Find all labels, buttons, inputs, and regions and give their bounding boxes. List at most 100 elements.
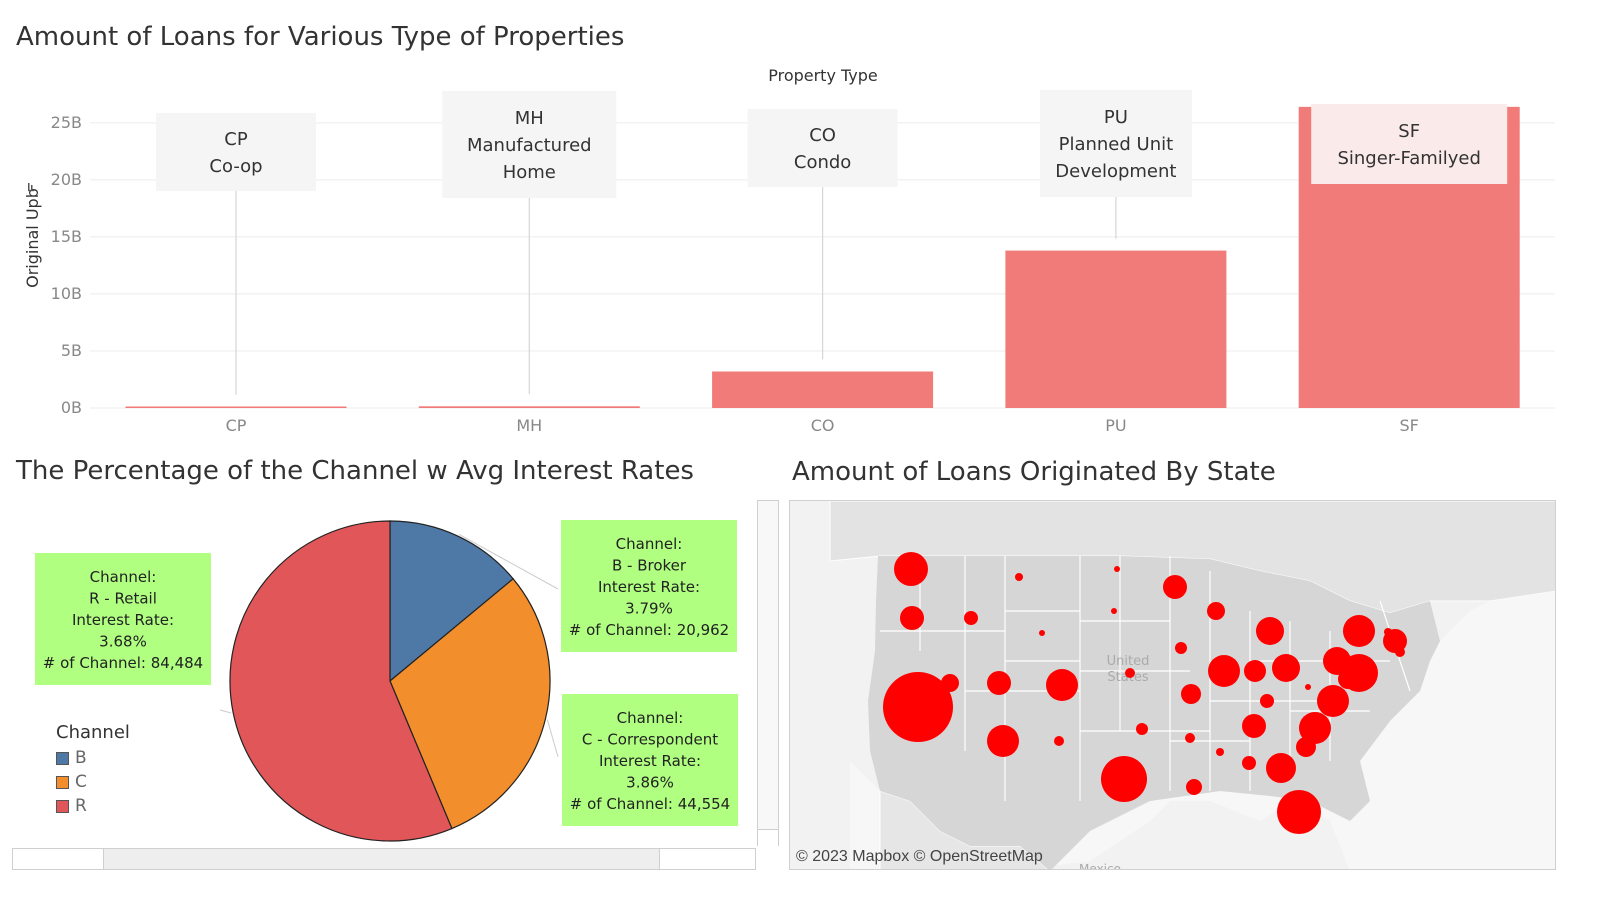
legend-swatch-c [56,775,69,789]
state-bubble[interactable] [1101,756,1147,802]
annotation-box [1039,90,1192,197]
state-bubble[interactable] [1046,669,1078,701]
legend-label-c: C [75,772,87,792]
state-bubble[interactable] [987,671,1011,695]
country-label-line1: United [1107,654,1150,669]
x-tick-label: CO [811,416,835,435]
y-tick-label: 25B [51,113,82,132]
state-bubble[interactable] [894,552,928,586]
bar-annotation-cp: CP Co-op [156,113,316,395]
state-bubble[interactable] [1343,615,1375,647]
legend-item-b[interactable]: B [56,746,130,770]
state-bubble[interactable] [1296,737,1316,757]
callout-box [561,520,737,652]
state-bubble[interactable] [1181,684,1201,704]
bar-co[interactable] [712,371,934,408]
state-bubble[interactable] [1277,790,1321,834]
state-bubble[interactable] [1039,630,1045,636]
state-bubble[interactable] [900,606,924,630]
state-bubble[interactable] [1260,694,1274,708]
state-bubble[interactable] [1395,647,1405,657]
state-bubble[interactable] [1216,748,1224,756]
annotation-box [442,91,617,198]
callout-text: Channel: [616,535,683,553]
state-bubble[interactable] [1272,654,1300,682]
state-bubble[interactable] [1175,642,1187,654]
state-bubble[interactable] [1242,756,1256,770]
legend-item-c[interactable]: C [56,770,130,794]
callout-text: 3.68% [99,633,147,651]
annotation-text: Planned Unit [1059,134,1174,155]
state-bubble[interactable] [1125,668,1135,678]
state-bubble[interactable] [1317,685,1349,717]
state-bubble-map[interactable]: United States Mexico [789,500,1556,870]
annotation-text: Singer-Familyed [1337,148,1481,169]
state-bubble[interactable] [1163,575,1187,599]
state-bubble[interactable] [1244,660,1266,682]
callout-text: C - Correspondent [582,731,718,749]
legend-swatch-r [56,799,69,813]
bar-annotation-mh: MH Manufactured Home [442,91,617,395]
legend-item-r[interactable]: R [56,794,130,818]
state-bubble[interactable] [1208,655,1240,687]
state-bubble[interactable] [1299,712,1331,744]
callout-leader [458,533,559,590]
x-tick-label: CP [226,416,247,435]
vertical-scrollbar[interactable] [757,500,779,846]
state-bubble[interactable] [1136,723,1148,735]
callout-text: Channel: [90,568,157,586]
annotation-text: MH [515,108,544,129]
state-bubble[interactable] [1305,684,1311,690]
state-bubble[interactable] [1185,733,1195,743]
state-bubble[interactable] [1242,714,1266,738]
state-bubble[interactable] [1111,608,1117,614]
bar-mh[interactable] [418,406,640,408]
state-bubble[interactable] [1015,573,1023,581]
state-bubble[interactable] [1207,602,1225,620]
bar-cp[interactable] [125,406,347,409]
annotation-text: CO [809,125,836,146]
state-bubble[interactable] [1338,669,1358,689]
bar-annotation-pu: PU Planned Unit Development [1039,90,1192,239]
channel-pie-chart: Channel: R - Retail Interest Rate: 3.68% # o… [35,520,738,842]
state-bubble[interactable] [1256,617,1284,645]
map-title: Amount of Loans Originated By State [792,457,1276,487]
y-tick-label: 15B [51,227,82,246]
pie-chart-title: The Percentage of the Channel w Avg Inte… [16,456,694,486]
map-attribution: © 2023 Mapbox © OpenStreetMap [796,848,1043,865]
neighbor-label: Mexico [1079,862,1121,870]
pie-slice-r[interactable] [229,520,453,842]
y-axis-label-icon [28,183,34,192]
state-bubble[interactable] [1266,753,1296,783]
state-bubble[interactable] [1054,736,1064,746]
x-tick-label: MH [516,416,542,435]
state-bubble[interactable] [964,611,978,625]
pie-callout-b: Channel: B - Broker Interest Rate: 3.79% # o… [458,520,737,652]
annotation-text: PU [1104,107,1128,128]
bar-annotation-co: CO Condo [747,109,898,360]
annotation-text: CP [224,129,248,150]
map-canvas[interactable]: United States Mexico [790,501,1556,870]
bar-annotations: CP Co-op MH Manufactured Home CO Condo PU Planne… [156,90,1508,395]
property-type-header: Property Type [768,66,878,85]
ocean-area [850,591,1555,869]
annotation-text: Manufactured [467,135,592,156]
pie-slice-c[interactable] [389,577,551,830]
state-bubble[interactable] [1383,629,1407,653]
callout-text: Channel: [617,709,684,727]
bar-pu[interactable] [1005,250,1227,408]
vertical-scrollbar-thumb[interactable] [758,829,778,846]
x-tick-label: SF [1400,416,1419,435]
callout-text: B - Broker [612,557,687,575]
state-bubbles [883,552,1407,834]
annotation-text: Development [1055,161,1176,182]
horizontal-scrollbar[interactable] [12,848,756,870]
state-bubble[interactable] [883,672,953,742]
state-bubble[interactable] [987,725,1019,757]
horizontal-scrollbar-track[interactable] [103,849,660,869]
state-bubble[interactable] [1186,779,1202,795]
callout-text: Interest Rate: [599,752,701,770]
callout-text: 3.86% [626,774,674,792]
state-bubble[interactable] [1114,566,1120,572]
pie-slice-b[interactable] [389,520,514,683]
